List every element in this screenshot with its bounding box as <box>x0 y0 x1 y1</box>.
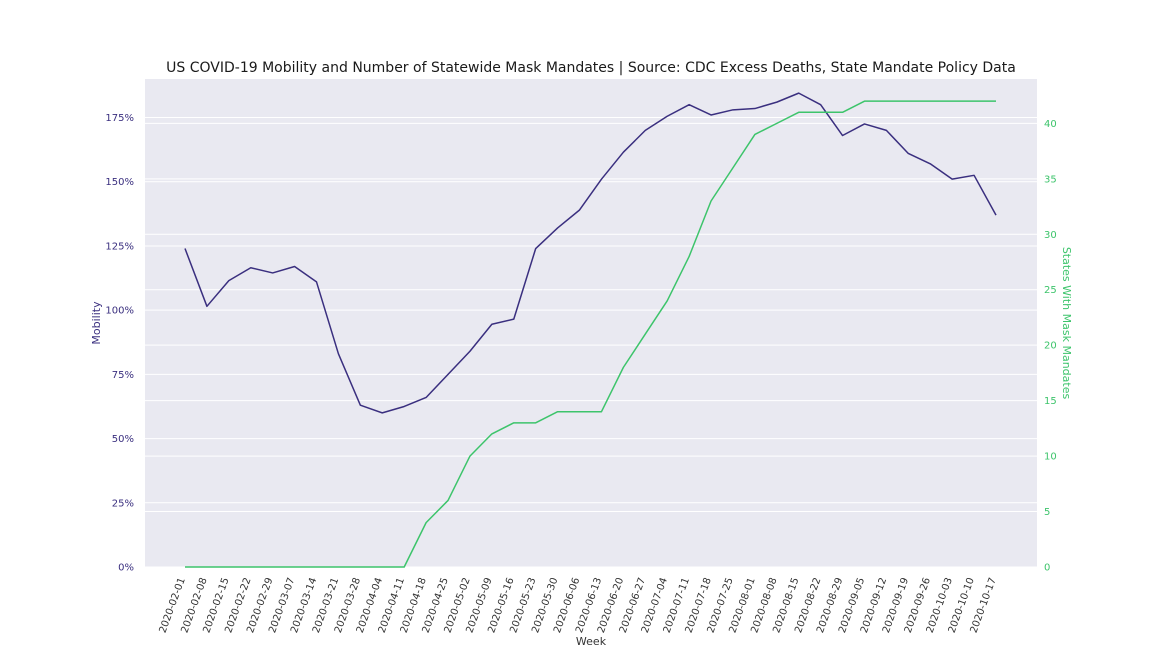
left-y-axis: 0% 25% 50% 75% 100% 125% 150% 175% <box>105 113 134 573</box>
series-lines <box>184 92 997 568</box>
left-y-tick-label: 150% <box>105 177 134 188</box>
left-y-tick-label: 125% <box>105 241 134 252</box>
right-y-tick-label: 15 <box>1044 396 1057 407</box>
left-y-tick-label: 75% <box>112 370 134 381</box>
right-y-axis: 0 5 10 15 20 25 30 35 40 <box>1044 119 1057 574</box>
right-y-tick-label: 10 <box>1044 452 1057 463</box>
left-y-tick-label: 50% <box>112 434 134 445</box>
right-y-tick-label: 0 <box>1044 563 1050 574</box>
right-y-tick-label: 25 <box>1044 285 1057 296</box>
left-y-tick-label: 0% <box>118 563 134 574</box>
right-y-tick-label: 35 <box>1044 174 1057 185</box>
right-y-axis-title: States With Mask Mandates <box>1060 247 1073 400</box>
x-axis-title: Week <box>576 635 607 648</box>
chart-title: US COVID-19 Mobility and Number of State… <box>166 60 1016 76</box>
right-y-tick-label: 5 <box>1044 507 1050 518</box>
mobility-line <box>184 92 997 414</box>
left-y-tick-label: 100% <box>105 306 134 317</box>
left-y-axis-title: Mobility <box>90 301 103 345</box>
right-y-tick-label: 20 <box>1044 341 1057 352</box>
right-y-tick-label: 30 <box>1044 230 1057 241</box>
plot-area <box>145 79 1037 567</box>
x-axis: 2020-02-012020-02-082020-02-152020-02-22… <box>158 576 999 634</box>
right-y-tick-label: 40 <box>1044 119 1057 130</box>
mask-mandates-line <box>185 100 996 568</box>
left-y-tick-label: 175% <box>105 113 134 124</box>
gridlines <box>145 117 1037 568</box>
left-y-tick-label: 25% <box>112 498 134 509</box>
